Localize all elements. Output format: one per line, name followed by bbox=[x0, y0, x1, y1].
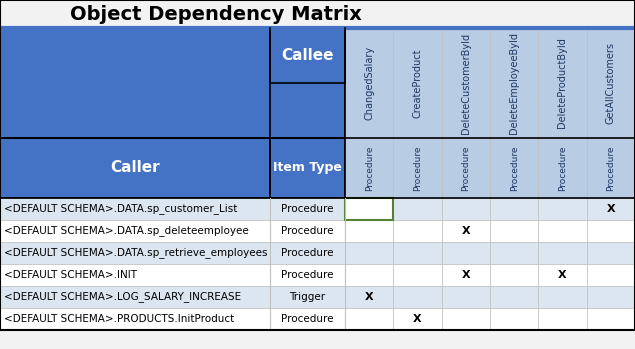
Bar bbox=[393, 308, 442, 330]
Text: CreateProduct: CreateProduct bbox=[413, 48, 422, 118]
Bar bbox=[393, 264, 442, 286]
Text: GetAllCustomers: GetAllCustomers bbox=[606, 42, 616, 124]
Text: Procedure: Procedure bbox=[558, 145, 567, 191]
Bar bbox=[490, 286, 538, 308]
Bar bbox=[345, 308, 393, 330]
Text: ChangedSalary: ChangedSalary bbox=[364, 46, 374, 120]
Bar bbox=[587, 242, 635, 264]
Text: DeleteEmployeeById: DeleteEmployeeById bbox=[509, 32, 519, 134]
Bar bbox=[393, 220, 442, 242]
Bar bbox=[442, 308, 490, 330]
Text: DeleteCustomerById: DeleteCustomerById bbox=[461, 32, 471, 134]
Text: Procedure: Procedure bbox=[364, 145, 373, 191]
Bar bbox=[538, 220, 587, 242]
Bar bbox=[0, 198, 270, 220]
Bar bbox=[345, 242, 393, 264]
Bar bbox=[393, 28, 442, 138]
Bar bbox=[0, 242, 270, 264]
Bar bbox=[442, 286, 490, 308]
Text: Trigger: Trigger bbox=[290, 292, 326, 302]
Bar bbox=[0, 264, 270, 286]
Bar bbox=[270, 138, 345, 198]
Text: Procedure: Procedure bbox=[281, 270, 334, 280]
Bar bbox=[538, 286, 587, 308]
Bar bbox=[587, 220, 635, 242]
Bar bbox=[538, 264, 587, 286]
Bar bbox=[587, 308, 635, 330]
Text: DeleteProductById: DeleteProductById bbox=[558, 38, 568, 128]
Bar bbox=[587, 28, 635, 138]
Bar bbox=[345, 28, 393, 138]
Text: Procedure: Procedure bbox=[281, 248, 334, 258]
Bar bbox=[0, 286, 270, 308]
Text: X: X bbox=[365, 292, 373, 302]
Bar bbox=[490, 28, 538, 138]
Bar bbox=[270, 264, 345, 286]
Text: Procedure: Procedure bbox=[281, 314, 334, 324]
Bar bbox=[0, 220, 270, 242]
Bar bbox=[270, 198, 345, 220]
Bar bbox=[490, 242, 538, 264]
Text: Procedure: Procedure bbox=[281, 204, 334, 214]
Text: Callee: Callee bbox=[281, 47, 334, 62]
Bar bbox=[0, 308, 270, 330]
Bar bbox=[490, 220, 538, 242]
Text: <DEFAULT SCHEMA>.DATA.sp_retrieve_employees: <DEFAULT SCHEMA>.DATA.sp_retrieve_employ… bbox=[4, 247, 267, 259]
Text: <DEFAULT SCHEMA>.LOG_SALARY_INCREASE: <DEFAULT SCHEMA>.LOG_SALARY_INCREASE bbox=[4, 291, 241, 303]
Text: <DEFAULT SCHEMA>.PRODUCTS.InitProduct: <DEFAULT SCHEMA>.PRODUCTS.InitProduct bbox=[4, 314, 234, 324]
Bar bbox=[490, 138, 538, 198]
Text: Item Type: Item Type bbox=[273, 162, 342, 174]
Bar bbox=[442, 242, 490, 264]
Text: Procedure: Procedure bbox=[462, 145, 471, 191]
Text: Procedure: Procedure bbox=[510, 145, 519, 191]
Bar bbox=[345, 198, 393, 220]
Bar bbox=[538, 138, 587, 198]
Text: X: X bbox=[413, 314, 422, 324]
Bar bbox=[538, 242, 587, 264]
Bar bbox=[345, 264, 393, 286]
Bar bbox=[442, 198, 490, 220]
Bar bbox=[442, 264, 490, 286]
Bar bbox=[442, 138, 490, 198]
Bar bbox=[0, 0, 635, 28]
Bar bbox=[442, 220, 490, 242]
Bar bbox=[270, 28, 345, 83]
Text: X: X bbox=[462, 226, 470, 236]
Bar bbox=[393, 138, 442, 198]
Text: <DEFAULT SCHEMA>.DATA.sp_deleteemployee: <DEFAULT SCHEMA>.DATA.sp_deleteemployee bbox=[4, 225, 249, 237]
Bar bbox=[0, 138, 270, 198]
Bar bbox=[587, 138, 635, 198]
Text: Procedure: Procedure bbox=[606, 145, 615, 191]
Text: <DEFAULT SCHEMA>.DATA.sp_customer_List: <DEFAULT SCHEMA>.DATA.sp_customer_List bbox=[4, 203, 237, 214]
Bar bbox=[490, 264, 538, 286]
Bar bbox=[538, 198, 587, 220]
Text: <DEFAULT SCHEMA>.INIT: <DEFAULT SCHEMA>.INIT bbox=[4, 270, 137, 280]
Bar bbox=[345, 286, 393, 308]
Bar bbox=[538, 28, 587, 138]
Bar bbox=[490, 198, 538, 220]
Bar bbox=[345, 138, 393, 198]
Text: Procedure: Procedure bbox=[413, 145, 422, 191]
Bar bbox=[490, 308, 538, 330]
Bar bbox=[270, 286, 345, 308]
Text: Object Dependency Matrix: Object Dependency Matrix bbox=[70, 5, 362, 23]
Text: X: X bbox=[606, 204, 615, 214]
Text: X: X bbox=[558, 270, 567, 280]
Bar bbox=[587, 264, 635, 286]
Bar bbox=[587, 286, 635, 308]
Bar bbox=[393, 286, 442, 308]
Text: Procedure: Procedure bbox=[281, 226, 334, 236]
Bar bbox=[0, 28, 345, 138]
Text: Caller: Caller bbox=[110, 161, 160, 176]
Bar bbox=[270, 242, 345, 264]
Bar bbox=[442, 28, 490, 138]
Bar bbox=[587, 198, 635, 220]
Bar bbox=[345, 220, 393, 242]
Text: X: X bbox=[462, 270, 470, 280]
Bar bbox=[538, 308, 587, 330]
Bar bbox=[270, 308, 345, 330]
Bar bbox=[393, 242, 442, 264]
Bar bbox=[393, 198, 442, 220]
Bar bbox=[270, 220, 345, 242]
